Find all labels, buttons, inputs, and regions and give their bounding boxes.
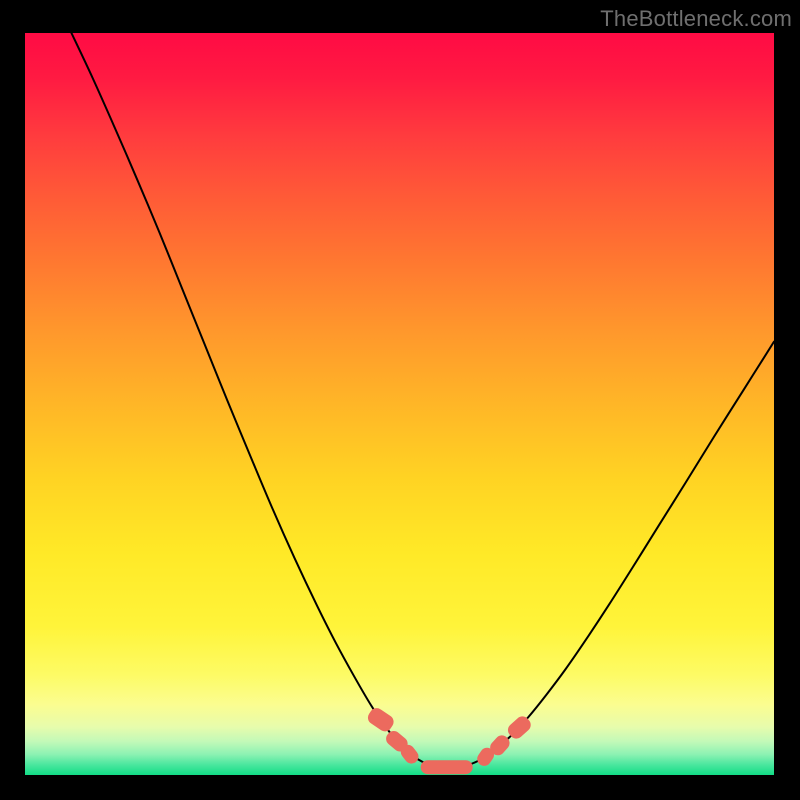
- chart-gradient-bg: [25, 33, 774, 775]
- chart-plot-area: [25, 33, 774, 775]
- curve-right: [447, 342, 774, 768]
- marker-3: [421, 760, 473, 774]
- chart-svg: [25, 33, 774, 775]
- curve-left: [71, 33, 447, 768]
- watermark-label: TheBottleneck.com: [600, 6, 792, 32]
- marker-0: [365, 705, 396, 734]
